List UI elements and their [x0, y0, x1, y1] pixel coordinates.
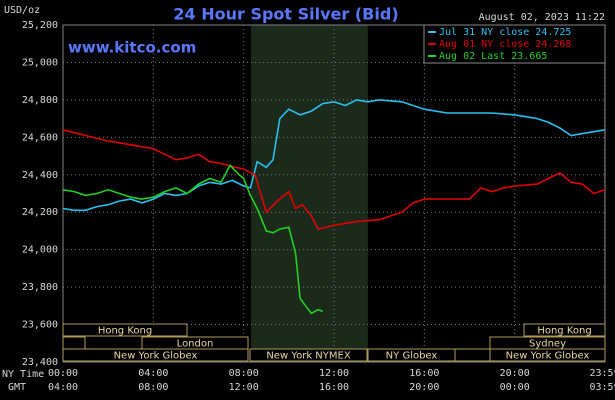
- series-line: [62, 164, 323, 315]
- x2-tick-label: 20:00: [409, 382, 439, 393]
- x-tick-label: 23:59: [589, 368, 615, 379]
- x-tick-label: 08:00: [229, 368, 259, 379]
- session-label: NY Globex: [386, 351, 438, 362]
- session-box: [62, 323, 188, 337]
- x2-tick-label: 16:00: [319, 382, 349, 393]
- session-shade: [251, 25, 368, 362]
- legend-label: Aug 02 Last 23.665: [439, 51, 547, 62]
- x-tick-label: 20:00: [500, 368, 530, 379]
- y-tick-label: 24,800: [22, 95, 58, 106]
- x2-row-label: GMT: [8, 382, 26, 393]
- series-line: [62, 99, 606, 212]
- x-row-label: NY Time: [2, 369, 44, 380]
- y-tick-label: 23,800: [22, 282, 58, 293]
- session-label: London: [177, 339, 214, 350]
- legend-label: Jul 31 NY close 24.725: [439, 27, 571, 38]
- watermark: www.kitco.com: [68, 39, 196, 57]
- x-tick-label: 04:00: [138, 368, 168, 379]
- y-tick-label: 23,600: [22, 320, 58, 331]
- session-label: New York Globex: [114, 351, 198, 362]
- series-line: [62, 129, 606, 231]
- timestamp: August 02, 2023 11:22: [479, 12, 605, 23]
- legend-box: [423, 24, 606, 64]
- x2-tick-label: 04:00: [48, 382, 78, 393]
- session-box: [62, 348, 249, 362]
- x-tick-label: 00:00: [48, 368, 78, 379]
- x-tick-label: 16:00: [409, 368, 439, 379]
- x-tick-label: 12:00: [319, 368, 349, 379]
- session-box: [62, 336, 86, 350]
- session-box: [523, 323, 606, 337]
- x2-tick-label: 03:59: [589, 382, 615, 393]
- x2-tick-label: 00:00: [500, 382, 530, 393]
- x2-tick-label: 08:00: [138, 382, 168, 393]
- session-label: Hong Kong: [98, 326, 152, 337]
- y-tick-label: 24,200: [22, 207, 58, 218]
- legend-label: Aug 01 NY close 24.268: [439, 39, 571, 50]
- session-label: New York NYMEX: [266, 351, 351, 362]
- session-box: [249, 348, 368, 362]
- chart-title: 24 Hour Spot Silver (Bid): [173, 5, 398, 24]
- y-tick-label: 23,400: [22, 357, 58, 368]
- session-label: New York Globex: [506, 351, 590, 362]
- y-tick-label: 24,000: [22, 245, 58, 256]
- y-tick-label: 25,200: [22, 20, 58, 31]
- session-label: Sydney: [529, 339, 566, 350]
- y-tick-label: 24,600: [22, 132, 58, 143]
- session-box: [454, 348, 491, 362]
- y-axis-unit: USD/oz: [4, 5, 40, 16]
- y-tick-label: 25,000: [22, 57, 58, 68]
- session-label: Hong Kong: [537, 326, 591, 337]
- y-tick-label: 24,400: [22, 170, 58, 181]
- x2-tick-label: 12:00: [229, 382, 259, 393]
